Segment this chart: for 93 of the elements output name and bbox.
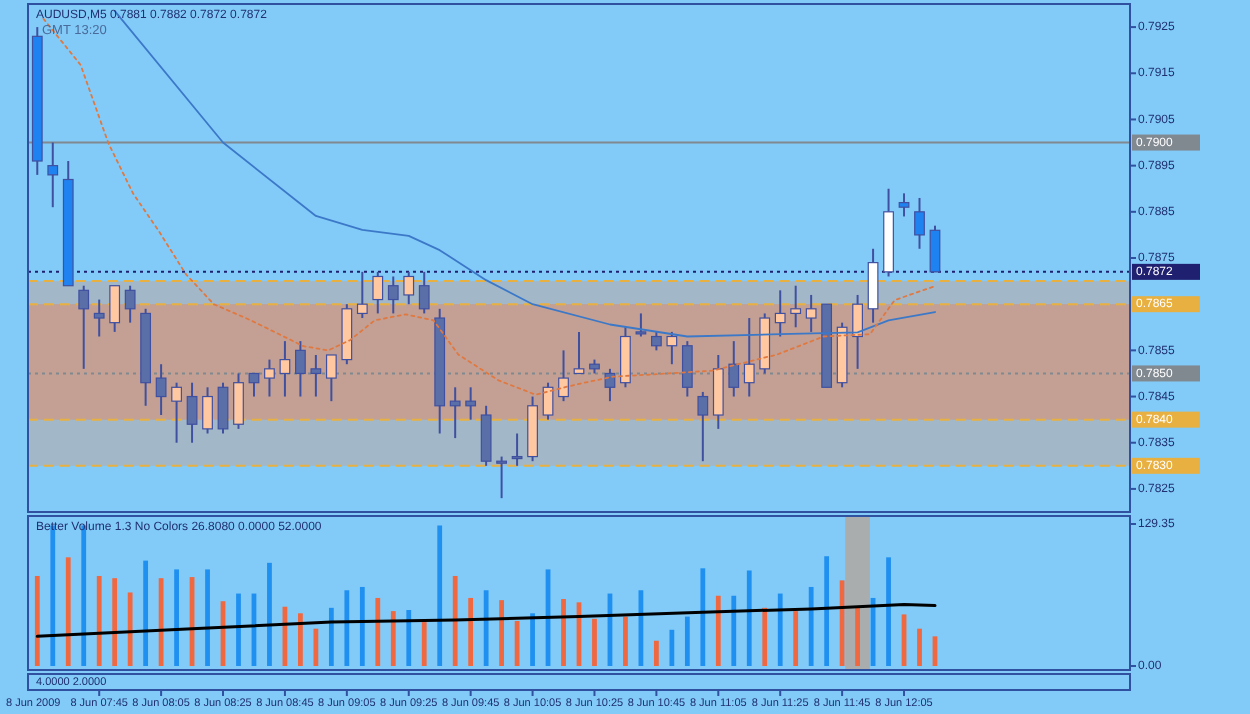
candlestick	[217, 381, 229, 435]
candlestick	[852, 293, 863, 370]
candlestick	[233, 372, 244, 430]
candlestick	[681, 340, 693, 398]
bar	[406, 610, 412, 666]
candlestick	[929, 224, 941, 273]
candlestick	[449, 386, 461, 440]
candlestick	[78, 284, 90, 370]
candlestick	[325, 353, 337, 403]
bar	[34, 575, 40, 666]
candlestick	[480, 404, 492, 467]
bar	[669, 629, 675, 666]
candlestick	[712, 353, 724, 430]
bar	[112, 578, 118, 666]
bar	[700, 568, 706, 666]
bar	[359, 586, 365, 666]
bar	[468, 597, 474, 666]
bar	[793, 611, 799, 666]
bar	[715, 595, 721, 666]
candlestick	[496, 455, 508, 500]
bar	[313, 628, 319, 666]
candlestick	[387, 275, 399, 315]
candlestick	[248, 372, 260, 398]
bar	[375, 597, 381, 666]
candlestick	[914, 196, 925, 250]
candlestick	[774, 289, 786, 338]
candlestick	[418, 270, 430, 315]
candlestick	[109, 284, 121, 333]
bar	[917, 628, 922, 666]
bar	[421, 622, 427, 666]
bar	[174, 569, 179, 666]
bar	[653, 640, 659, 666]
candlestick	[511, 432, 523, 467]
candlestick	[155, 363, 167, 417]
candlestick	[620, 326, 631, 389]
candlestick	[743, 317, 755, 398]
bar	[855, 606, 860, 666]
bar	[592, 618, 597, 666]
candlestick	[403, 270, 415, 306]
bar	[886, 557, 891, 666]
bar	[530, 613, 535, 666]
bar	[746, 570, 752, 666]
candlestick	[93, 298, 105, 338]
bar	[762, 607, 768, 666]
candlestick	[790, 284, 802, 329]
candlestick	[558, 349, 569, 403]
bar	[65, 557, 71, 666]
bar	[452, 575, 458, 666]
candlestick	[728, 340, 740, 398]
candlestick	[465, 386, 477, 421]
bar	[777, 593, 783, 666]
bar	[143, 560, 149, 666]
bar	[127, 592, 133, 666]
bar	[824, 556, 830, 666]
candlestick	[356, 270, 368, 320]
bar	[158, 578, 164, 666]
candlestick	[573, 330, 585, 375]
bar	[267, 562, 272, 666]
bar	[623, 616, 628, 666]
bar	[684, 616, 690, 666]
bar	[483, 590, 489, 666]
candlestick	[47, 141, 59, 209]
bar	[328, 607, 334, 666]
candlestick	[171, 381, 182, 444]
bar	[437, 525, 443, 666]
bar	[205, 569, 210, 666]
candlestick	[264, 358, 275, 398]
candlestick	[372, 270, 384, 315]
bar	[731, 595, 737, 666]
candlestick	[898, 192, 910, 218]
bar	[390, 611, 396, 666]
candlestick	[295, 340, 306, 398]
candlestick	[650, 330, 662, 352]
bar	[236, 593, 241, 666]
candlestick	[186, 381, 198, 444]
bar	[808, 586, 814, 666]
candlestick	[202, 386, 213, 435]
candlestick	[805, 293, 817, 333]
candlestick	[867, 247, 879, 324]
candlestick	[310, 353, 322, 398]
candlestick	[666, 330, 678, 366]
bar	[96, 575, 102, 666]
line-series	[35, 603, 937, 638]
line-series	[113, 10, 936, 338]
bar	[344, 590, 350, 666]
bar	[298, 613, 303, 666]
bar	[561, 599, 566, 666]
candlestick	[279, 340, 291, 398]
candlestick	[697, 390, 709, 463]
bar	[499, 600, 505, 666]
candlestick	[124, 284, 136, 324]
candlestick	[635, 312, 647, 338]
bar	[839, 580, 845, 666]
